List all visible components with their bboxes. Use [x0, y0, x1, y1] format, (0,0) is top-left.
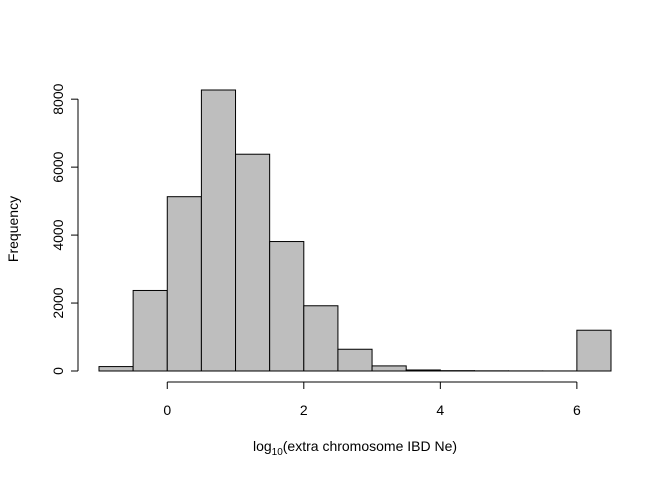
- y-tick-label: 4000: [50, 219, 66, 250]
- y-tick-label: 6000: [50, 151, 66, 182]
- x-axis-title-main: log: [253, 438, 272, 454]
- x-tick-label: 2: [300, 402, 308, 418]
- histogram-bar: [269, 241, 305, 372]
- histogram-bar: [132, 289, 168, 372]
- histogram-bar: [576, 329, 612, 372]
- x-axis-title: log10(extra chromosome IBD Ne): [253, 438, 457, 458]
- x-axis-title-rest: (extra chromosome IBD Ne): [283, 438, 457, 454]
- histogram-bar: [303, 305, 339, 372]
- x-tick-label: 0: [163, 402, 171, 418]
- y-tick-label: 8000: [50, 83, 66, 114]
- histogram-bar: [200, 89, 237, 372]
- histogram-bars: [98, 89, 612, 372]
- histogram-bar: [235, 153, 271, 372]
- histogram-bar: [98, 366, 134, 372]
- y-axis: 0 2000 4000 6000 8000: [50, 83, 79, 375]
- histogram-bar: [405, 369, 441, 372]
- y-axis-title: Frequency: [5, 196, 21, 262]
- x-axis-title-subscript: 10: [272, 447, 284, 458]
- histogram-bar: [166, 196, 202, 372]
- histogram-bar: [371, 365, 407, 372]
- x-axis: 0 2 4 6: [163, 381, 581, 418]
- y-tick-label: 0: [50, 367, 66, 375]
- y-tick-label: 2000: [50, 287, 66, 318]
- x-tick-label: 4: [436, 402, 444, 418]
- histogram-bar: [337, 348, 373, 372]
- x-tick-label: 6: [573, 402, 581, 418]
